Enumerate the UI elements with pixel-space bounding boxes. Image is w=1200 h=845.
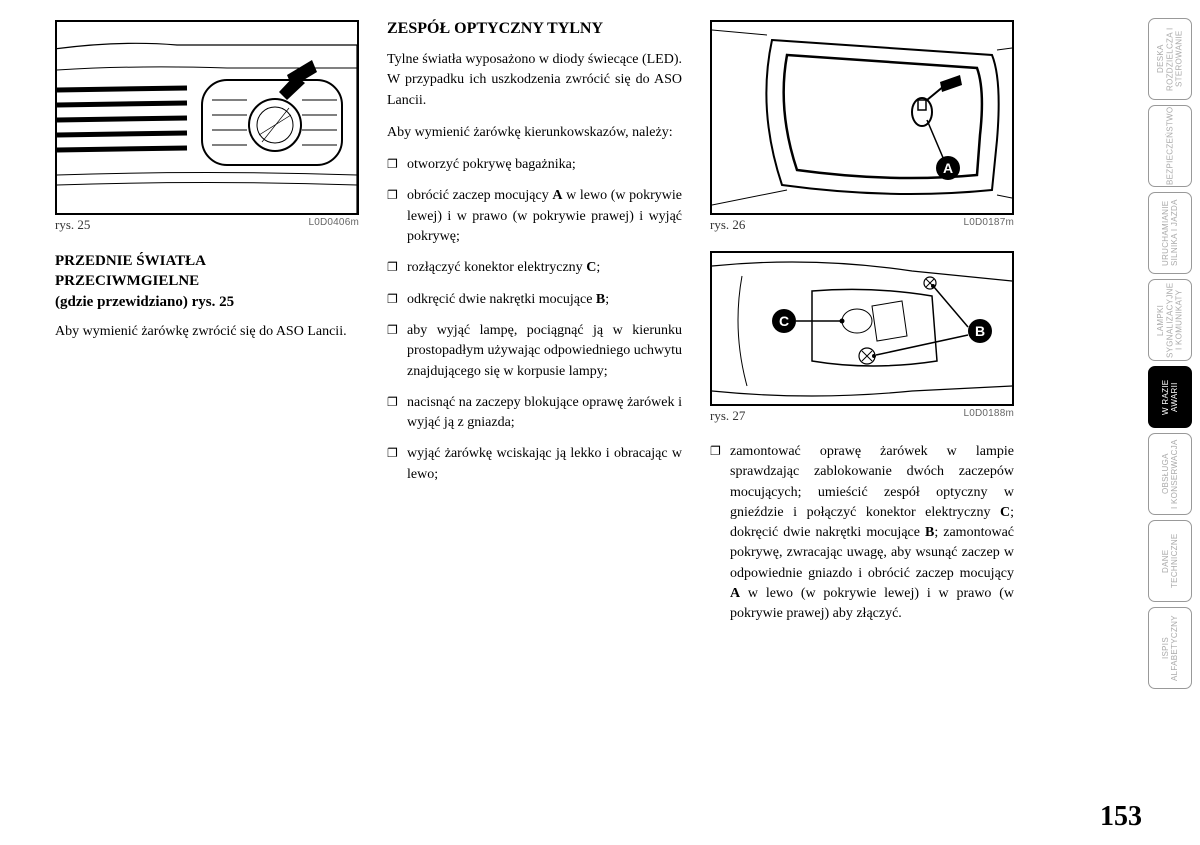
section-tabs: DESKA ROZDZIELCZA I STEROWANIE BEZPIECZEŃ… xyxy=(1148,18,1192,689)
fig25-caption: rys. 25 L0D0406m xyxy=(55,217,359,233)
fig25-code: L0D0406m xyxy=(308,217,359,233)
foglight-heading: PRZEDNIE ŚWIATŁA PRZECIWMGIELNE (gdzie p… xyxy=(55,251,359,312)
page-number: 153 xyxy=(1100,801,1142,833)
fig26-code: L0D0187m xyxy=(963,217,1014,233)
list-item: wyjąć żarówkę wciskając ją lekko i obrac… xyxy=(387,444,682,485)
column-center: ZESPÓŁ OPTYCZNY TYLNY Tylne światła wypo… xyxy=(387,20,682,825)
section-tab[interactable]: URUCHAMIANIE SILNIKA I JAZDA xyxy=(1148,192,1192,274)
section-tab[interactable]: LAMPKI SYGNALIZACYJNE I KOMUNIKATY xyxy=(1148,279,1192,361)
list-item: obrócić zaczep mocujący A w lewo (w pokr… xyxy=(387,186,682,247)
figure-27: C B xyxy=(710,251,1014,406)
svg-text:C: C xyxy=(779,313,789,329)
rear-p2: Aby wymienić żarówkę kierunkowskazów, na… xyxy=(387,123,682,143)
column-left: rys. 25 L0D0406m PRZEDNIE ŚWIATŁA PRZECI… xyxy=(55,20,359,825)
fig27-label: rys. 27 xyxy=(710,408,745,424)
fig25-label: rys. 25 xyxy=(55,217,90,233)
figure-26: A xyxy=(710,20,1014,215)
section-tab[interactable]: DANE TECHNICZNE xyxy=(1148,520,1192,602)
svg-text:A: A xyxy=(943,160,953,176)
section-tab[interactable]: ISPIS ALFABETYCZNY xyxy=(1148,607,1192,689)
rear-steps-list: otworzyć pokrywę bagażnika; obrócić zacze… xyxy=(387,155,682,496)
svg-text:B: B xyxy=(975,323,985,339)
section-tab[interactable]: BEZPIECZEŃSTWO xyxy=(1148,105,1192,187)
section-tab[interactable]: OBSŁUGA I KONSERWACJA xyxy=(1148,433,1192,515)
fig26-diagram: A xyxy=(712,20,1012,215)
list-item: odkręcić dwie nakrętki mocujące B; xyxy=(387,290,682,310)
column-right: A rys. 26 L0D0187m xyxy=(710,20,1014,825)
fig25-diagram xyxy=(57,20,357,215)
figure-25 xyxy=(55,20,359,215)
col3-list: zamontować oprawę żarówek w lampie spraw… xyxy=(710,442,1014,636)
list-item: rozłączyć konektor elektryczny C; xyxy=(387,258,682,278)
list-item: aby wyjąć lampę, pociągnąć ją w kierunku… xyxy=(387,321,682,382)
section-tab[interactable]: W RAZIE AWARII xyxy=(1148,366,1192,428)
list-item: nacisnąć na zaczepy blokujące oprawę żar… xyxy=(387,393,682,434)
fig27-diagram: C B xyxy=(712,251,1012,406)
col3-bullet: zamontować oprawę żarówek w lampie spraw… xyxy=(710,442,1014,625)
fig26-label: rys. 26 xyxy=(710,217,745,233)
fig26-caption: rys. 26 L0D0187m xyxy=(710,217,1014,233)
fig27-code: L0D0188m xyxy=(963,408,1014,424)
list-item: otworzyć pokrywę bagażnika; xyxy=(387,155,682,175)
rear-optics-heading: ZESPÓŁ OPTYCZNY TYLNY xyxy=(387,20,682,38)
rear-p1: Tylne światła wyposażono w diody świecąc… xyxy=(387,50,682,111)
fig27-caption: rys. 27 L0D0188m xyxy=(710,408,1014,424)
manual-page: rys. 25 L0D0406m PRZEDNIE ŚWIATŁA PRZECI… xyxy=(0,0,1200,845)
section-tab[interactable]: DESKA ROZDZIELCZA I STEROWANIE xyxy=(1148,18,1192,100)
foglight-body: Aby wymienić żarówkę zwrócić się do ASO … xyxy=(55,322,359,342)
